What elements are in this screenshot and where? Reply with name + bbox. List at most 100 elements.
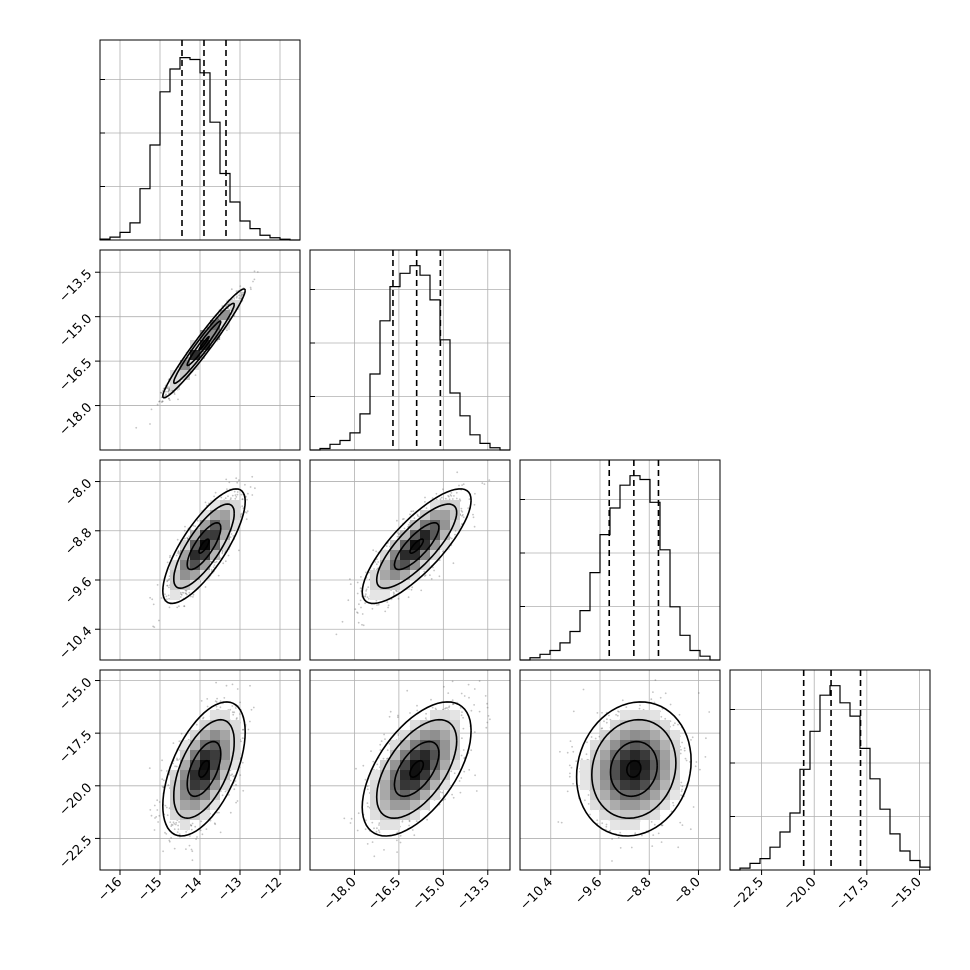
- sample-point: [167, 594, 170, 597]
- sample-point: [349, 583, 352, 585]
- sample-point: [192, 596, 194, 598]
- sample-point: [483, 483, 486, 485]
- density-cell: [170, 590, 180, 600]
- sample-point: [420, 589, 423, 592]
- density-cell: [230, 500, 240, 510]
- sample-point: [256, 271, 259, 273]
- sample-point: [217, 318, 220, 321]
- sample-point: [441, 550, 444, 553]
- sample-point: [167, 389, 170, 392]
- sample-point: [161, 390, 164, 392]
- sample-point: [171, 824, 174, 826]
- contour-level-3: [161, 288, 246, 399]
- density-cell: [210, 510, 220, 520]
- sample-point: [235, 477, 238, 480]
- sample-point: [393, 592, 395, 595]
- sample-point: [450, 537, 453, 540]
- sample-point: [200, 820, 203, 823]
- sample-point: [245, 511, 248, 514]
- density-cell: [210, 520, 220, 530]
- sample-point: [431, 497, 434, 499]
- density-cell: [450, 500, 460, 510]
- density-cell: [410, 530, 420, 540]
- density-cell: [180, 560, 190, 570]
- sample-point: [460, 509, 463, 512]
- sample-point: [190, 595, 192, 598]
- sample-point: [194, 525, 197, 528]
- sample-point: [341, 620, 344, 623]
- sample-point: [481, 482, 484, 484]
- sample-point: [359, 599, 362, 602]
- sample-point: [217, 574, 220, 577]
- sample-point: [241, 737, 244, 739]
- sample-point: [458, 498, 461, 501]
- sample-point: [204, 501, 207, 504]
- scatter-frame-1-0: [99, 249, 301, 451]
- sample-point: [235, 290, 238, 292]
- sample-point: [247, 492, 249, 495]
- sample-point: [361, 623, 363, 626]
- sample-point: [222, 562, 225, 565]
- sample-point: [454, 533, 456, 536]
- density-cell: [410, 560, 420, 570]
- sample-point: [234, 494, 237, 496]
- contour-level-2: [375, 503, 458, 589]
- sample-point: [173, 391, 176, 394]
- density-cell: [440, 520, 450, 530]
- sample-point: [403, 527, 406, 530]
- sample-point: [180, 594, 183, 596]
- density-cell: [420, 550, 430, 560]
- sample-point: [240, 294, 243, 297]
- density-cell: [180, 550, 190, 560]
- sample-point: [225, 684, 228, 687]
- sample-point: [387, 604, 390, 607]
- sample-point: [356, 581, 359, 584]
- sample-point: [449, 494, 452, 496]
- sample-point: [196, 519, 199, 522]
- sample-point: [366, 596, 369, 599]
- sample-point: [251, 475, 254, 478]
- panel-layer: −18.0−16.5−15.0−13.5−10.4−9.6−8.8−8.0−22…: [57, 39, 931, 913]
- density-cell: [410, 540, 420, 550]
- sample-point: [234, 780, 237, 782]
- sample-point: [154, 817, 156, 819]
- sample-point: [473, 525, 476, 528]
- sample-point: [440, 496, 443, 499]
- sample-point: [165, 833, 168, 835]
- density-cell: [200, 340, 210, 350]
- sample-point: [377, 561, 380, 563]
- sample-point: [367, 586, 370, 588]
- sample-point: [244, 483, 246, 486]
- scatter-panel-1-0: [99, 249, 301, 451]
- sample-point: [231, 494, 234, 497]
- sample-point: [376, 568, 378, 571]
- sample-point: [461, 511, 464, 513]
- sample-point: [236, 800, 239, 802]
- sample-point: [221, 551, 224, 553]
- sample-point: [227, 307, 230, 310]
- sample-point: [409, 513, 411, 516]
- sample-point: [213, 495, 216, 498]
- sample-point: [462, 514, 464, 516]
- density-cell: [390, 550, 400, 560]
- sample-point: [185, 590, 188, 592]
- histogram-1: [310, 265, 510, 451]
- sample-point: [227, 495, 229, 498]
- density-cell: [400, 550, 410, 560]
- sample-point: [364, 602, 366, 605]
- hist-panel-0: [99, 39, 301, 241]
- density-cell: [400, 530, 410, 540]
- sample-point: [179, 596, 182, 598]
- sample-point: [161, 400, 164, 403]
- sample-point: [238, 549, 240, 552]
- sample-point: [371, 607, 374, 610]
- density-cell: [430, 520, 440, 530]
- sample-point: [239, 285, 242, 287]
- sample-point: [186, 537, 189, 539]
- density-cell: [170, 380, 180, 390]
- histogram-2: [520, 475, 720, 661]
- sample-point: [397, 597, 400, 600]
- density-cell: [420, 530, 430, 540]
- sample-point: [219, 700, 222, 703]
- contour-level-0: [198, 335, 210, 351]
